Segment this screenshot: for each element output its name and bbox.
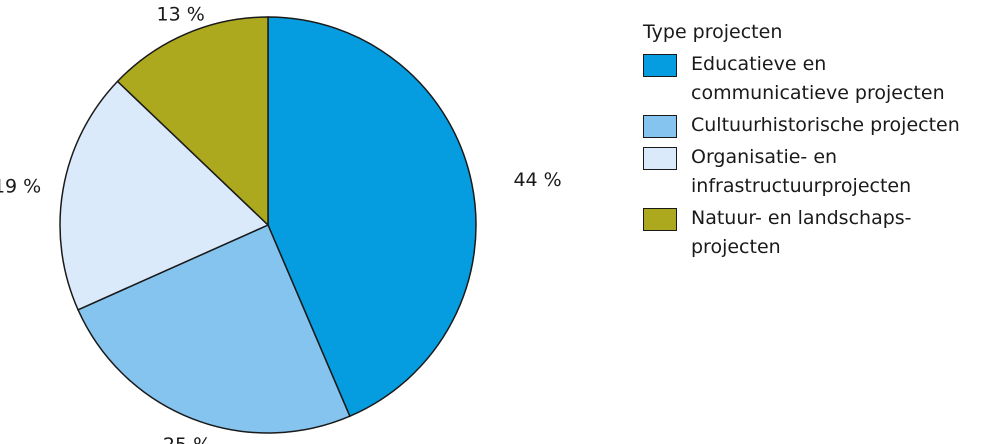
legend-title: Type projecten: [643, 21, 783, 43]
legend-swatch: [643, 54, 677, 77]
legend-label: Educatieve en communicatieve projecten: [691, 53, 945, 104]
pie-slices: [59, 16, 477, 434]
legend-item-educatieve: Educatieve en communicatieve projecten: [643, 53, 988, 108]
pie-slice: [267, 16, 477, 418]
pie-value-label: 44 %: [513, 169, 561, 191]
legend-label: Organisatie- en infrastructuurprojecten: [691, 146, 912, 197]
legend-label: Natuur- en landschaps- projecten: [691, 207, 912, 258]
legend-item-cultuurhistorische: Cultuurhistorische projecten: [643, 114, 988, 140]
pie-value-labels: 44 % 25 % 19 % 13 %: [0, 3, 562, 444]
legend: Type projecten Educatieve en communicati…: [643, 20, 988, 269]
pie-value-label: 19 %: [0, 176, 41, 198]
pie-slice: [77, 224, 351, 434]
legend-swatch: [643, 208, 677, 231]
legend-label: Cultuurhistorische projecten: [691, 114, 960, 136]
pie-value-label: 13 %: [157, 3, 205, 25]
legend-swatch: [643, 147, 677, 170]
pie-value-label: 25 %: [163, 434, 211, 444]
pie-chart: 44 % 25 % 19 % 13 %: [0, 3, 562, 444]
legend-swatch: [643, 115, 677, 138]
pie-slice: [116, 16, 269, 227]
pie-slice: [59, 80, 270, 311]
legend-item-natuur: Natuur- en landschaps- projecten: [643, 207, 988, 262]
legend-item-organisatie: Organisatie- en infrastructuurprojecten: [643, 146, 988, 201]
